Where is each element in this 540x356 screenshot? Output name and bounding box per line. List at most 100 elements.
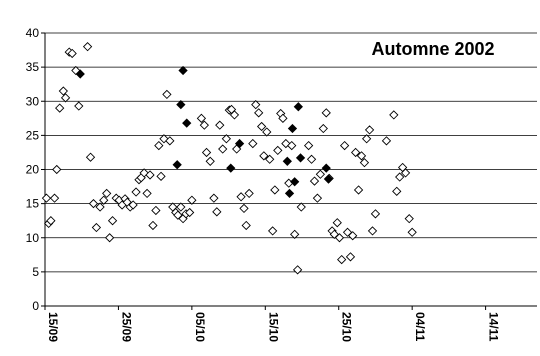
data-point-open bbox=[185, 207, 195, 218]
data-point-open bbox=[60, 93, 71, 103]
x-tick-labels: 15/09 25/09 05/10 15/10 25/10 04/11 14/11 bbox=[46, 312, 501, 342]
data-point-open bbox=[221, 134, 232, 144]
data-point-open bbox=[131, 187, 141, 197]
data-point-open bbox=[142, 188, 152, 199]
data-point-open bbox=[296, 202, 306, 212]
data-point-open bbox=[256, 121, 267, 132]
y-tick-label: 25 bbox=[26, 128, 40, 142]
data-point-open bbox=[281, 138, 291, 149]
data-point-open bbox=[107, 216, 118, 226]
data-point-open bbox=[71, 65, 81, 76]
data-point-filled bbox=[321, 163, 331, 173]
data-point-open bbox=[389, 110, 399, 120]
data-point-open bbox=[356, 151, 367, 161]
data-point-open bbox=[265, 154, 275, 164]
data-point-open bbox=[209, 193, 219, 203]
data-point-filled bbox=[282, 156, 292, 166]
data-point-open bbox=[88, 198, 99, 209]
data-point-open bbox=[290, 229, 300, 239]
data-point-open bbox=[353, 185, 364, 195]
y-tick-label: 40 bbox=[26, 26, 40, 40]
data-point-open bbox=[95, 202, 105, 212]
data-point-open bbox=[404, 214, 414, 224]
data-points bbox=[41, 42, 417, 275]
data-point-open bbox=[337, 254, 347, 265]
data-point-open bbox=[321, 108, 331, 118]
data-point-open bbox=[241, 220, 251, 231]
data-point-open bbox=[392, 186, 402, 196]
x-tick-label: 15/09 bbox=[46, 312, 60, 342]
data-point-open bbox=[236, 192, 246, 202]
chart-title: Automne 2002 bbox=[371, 39, 494, 59]
gridlines bbox=[45, 32, 537, 273]
data-point-open bbox=[350, 147, 361, 158]
x-tick-label: 04/11 bbox=[413, 312, 427, 342]
data-point-open bbox=[348, 231, 358, 241]
data-point-open bbox=[187, 195, 197, 205]
data-point-open bbox=[262, 127, 272, 137]
data-point-open bbox=[367, 226, 378, 236]
data-point-open bbox=[361, 134, 372, 144]
data-point-open bbox=[55, 103, 65, 113]
data-point-open bbox=[205, 156, 215, 166]
data-point-filled bbox=[234, 138, 245, 149]
data-point-open bbox=[400, 168, 411, 178]
data-point-open bbox=[254, 108, 264, 118]
data-point-open bbox=[334, 233, 345, 243]
data-point-open bbox=[139, 168, 149, 178]
data-point-open bbox=[359, 158, 370, 168]
data-point-filled bbox=[323, 174, 334, 184]
x-tick-label: 05/10 bbox=[193, 312, 207, 342]
data-point-filled bbox=[290, 177, 300, 187]
data-point-open bbox=[102, 188, 112, 199]
data-point-open bbox=[148, 220, 158, 231]
data-point-open bbox=[273, 145, 283, 156]
data-point-open bbox=[278, 113, 288, 123]
data-point-open bbox=[407, 227, 417, 237]
data-point-open bbox=[345, 252, 356, 262]
data-point-open bbox=[201, 147, 212, 158]
data-point-open bbox=[244, 188, 254, 199]
data-point-open bbox=[381, 136, 392, 146]
y-tick-label: 15 bbox=[26, 197, 40, 211]
data-point-open bbox=[74, 101, 84, 111]
data-point-open bbox=[156, 171, 166, 181]
y-tick-labels: 0 5 10 15 20 25 30 35 40 bbox=[26, 26, 40, 313]
data-point-filled bbox=[172, 160, 182, 170]
data-point-open bbox=[154, 140, 164, 151]
data-point-open bbox=[248, 138, 258, 149]
data-point-open bbox=[339, 140, 350, 151]
data-point-open bbox=[259, 151, 269, 161]
data-point-open bbox=[91, 222, 102, 233]
data-point-open bbox=[128, 200, 138, 210]
data-point-open bbox=[58, 86, 68, 96]
data-point-open bbox=[104, 233, 115, 243]
data-point-open bbox=[270, 185, 280, 195]
y-tick-label: 5 bbox=[32, 265, 39, 279]
x-tick-label: 25/09 bbox=[119, 312, 133, 342]
data-point-open bbox=[67, 48, 77, 59]
y-tick-label: 35 bbox=[26, 60, 40, 74]
y-tick-label: 10 bbox=[26, 231, 40, 245]
data-point-open bbox=[85, 152, 96, 162]
x-tick-label: 25/10 bbox=[340, 312, 354, 342]
y-tick-label: 0 bbox=[32, 299, 39, 313]
data-point-open bbox=[212, 207, 222, 217]
data-point-open bbox=[239, 203, 249, 214]
y-tick-label: 20 bbox=[26, 163, 40, 177]
data-point-open bbox=[46, 216, 56, 226]
data-point-open bbox=[196, 113, 207, 123]
data-point-open bbox=[287, 140, 297, 151]
data-point-open bbox=[162, 89, 172, 100]
data-point-open bbox=[268, 226, 278, 236]
data-point-filled bbox=[226, 163, 236, 173]
data-point-filled bbox=[178, 65, 188, 76]
data-point-open bbox=[229, 110, 240, 120]
x-tick-label: 14/11 bbox=[487, 312, 501, 342]
data-point-open bbox=[99, 195, 109, 205]
data-point-open bbox=[292, 265, 303, 275]
data-point-open bbox=[364, 125, 375, 135]
data-point-open bbox=[315, 169, 326, 179]
